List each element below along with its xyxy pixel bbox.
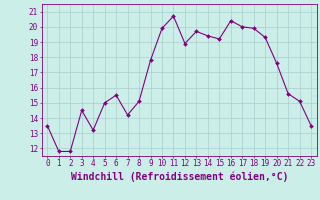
X-axis label: Windchill (Refroidissement éolien,°C): Windchill (Refroidissement éolien,°C)	[70, 171, 288, 182]
